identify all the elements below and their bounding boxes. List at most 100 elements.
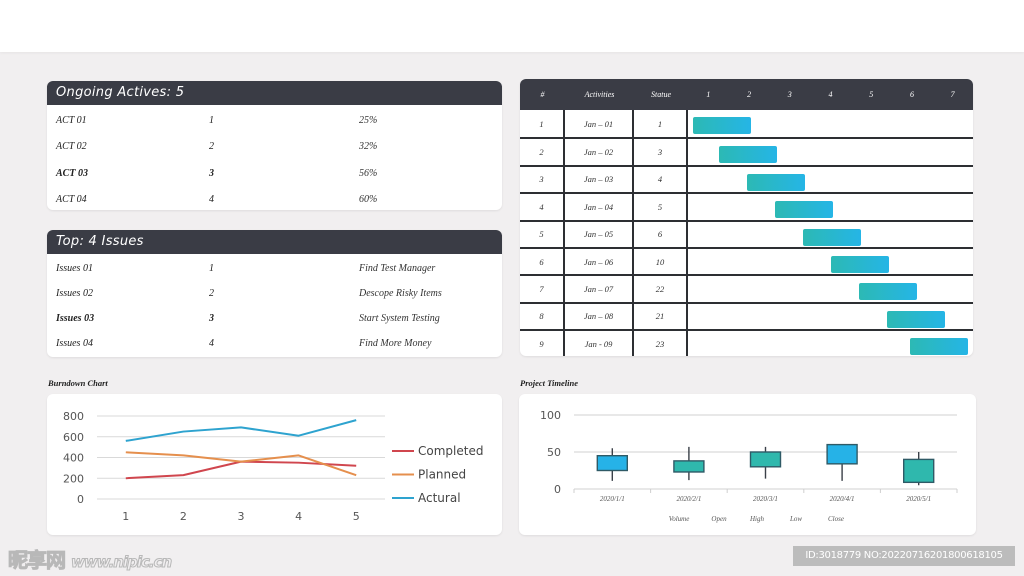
activity-number: 3: [209, 167, 214, 179]
x-tick-label: 2020/3/1: [753, 495, 778, 503]
x-tick-label: 1: [122, 510, 129, 523]
gantt-bar[interactable]: [747, 173, 806, 191]
gantt-row-number: 4: [520, 194, 565, 220]
gantt-day-label: 3: [787, 90, 792, 99]
y-tick-label: 0: [77, 493, 84, 506]
series-line-planned: [125, 451, 357, 477]
issue-name: Issues 04: [56, 338, 93, 349]
list-item: Issues 02 2 Descope Risky Items: [47, 281, 502, 306]
issue-number: 1: [209, 263, 214, 274]
project-timeline-chart: 0 50 100 2020/1/1 2020/2/1 2020/3/1 2020/4/1 20…: [540, 409, 958, 523]
y-tick-label: 100: [540, 409, 561, 422]
issue-number: 2: [209, 288, 214, 299]
gantt-row-activity: Jan – 07: [565, 276, 634, 302]
gantt-bar[interactable]: [859, 283, 918, 301]
legend-label: Volume: [669, 515, 690, 523]
x-tick-label: 4: [295, 510, 302, 523]
gantt-bar[interactable]: [775, 201, 834, 219]
gantt-row-activity: Jan – 06: [565, 248, 634, 275]
gantt-day-label: 1: [706, 90, 711, 99]
gantt-track: [688, 304, 973, 329]
issue-action: Start System Testing: [359, 313, 440, 324]
gantt-row: 3 Jan – 03 4: [520, 164, 973, 193]
gantt-row-number: 6: [520, 248, 565, 275]
gantt-row-number: 9: [520, 331, 565, 356]
candle-body: [596, 455, 629, 472]
legend-label: Actural: [418, 491, 461, 505]
watermark-id: ID:3018779 NO:20220716201800618105: [793, 546, 1015, 566]
project-timeline-title: Project Timeline: [520, 378, 578, 388]
gantt-row-number: 8: [520, 303, 565, 330]
gantt-row-status: 1: [634, 110, 688, 138]
activity-name: ACT 01: [56, 114, 87, 126]
list-item: Issues 04 4 Find More Money: [47, 331, 502, 356]
ongoing-actives-title: Ongoing Actives: 5: [47, 81, 502, 105]
legend-label: Planned: [418, 468, 466, 482]
gantt-bar[interactable]: [718, 146, 778, 164]
watermark-logo: 昵享网 www.nipic.cn: [8, 544, 173, 573]
list-item: Issues 01 1 Find Test Manager: [47, 256, 502, 281]
gantt-day-label: 2: [747, 90, 752, 99]
gantt-row: 4 Jan – 04 5: [520, 192, 973, 220]
y-tick-label: 0: [554, 483, 561, 496]
ongoing-actives-card: Ongoing Actives: 5 ACT 01 1 25% ACT 02 2 32%…: [47, 81, 502, 210]
gantt-header-status: Statue: [651, 90, 671, 99]
gantt-row-status: 5: [634, 194, 688, 220]
gantt-header-activities: Activities: [584, 90, 615, 99]
list-item: ACT 01 1 25%: [47, 107, 502, 134]
y-tick-label: 800: [63, 410, 84, 423]
gantt-body: 1 Jan – 01 1 2 Jan – 02 3 3 Jan – 03 4 4 Jan – 04 5…: [520, 110, 973, 356]
gantt-bar[interactable]: [909, 338, 969, 356]
x-tick-label: 2: [180, 510, 187, 523]
x-tick-label: 3: [238, 510, 245, 523]
gantt-track: [688, 249, 973, 274]
legend-label: High: [749, 515, 765, 523]
gantt-day-label: 7: [950, 90, 955, 99]
legend-label: Completed: [418, 444, 483, 458]
activity-name: ACT 02: [56, 141, 87, 153]
issue-action: Find Test Manager: [359, 263, 436, 274]
series-line-actural: [125, 419, 357, 442]
gantt-bar[interactable]: [887, 310, 946, 328]
activity-percent: 56%: [359, 167, 378, 179]
ongoing-actives-list: ACT 01 1 25% ACT 02 2 32% ACT 03 3 56% ACT 04 4…: [47, 105, 502, 210]
gantt-bar[interactable]: [803, 228, 862, 246]
issue-number: 4: [209, 338, 214, 349]
x-tick-label: 5: [353, 510, 360, 523]
list-item: Issues 03 3 Start System Testing: [47, 306, 502, 331]
gantt-row-activity: Jan – 01: [565, 110, 634, 138]
candle-body: [749, 451, 782, 468]
legend-label: Low: [789, 515, 802, 523]
gantt-row: 5 Jan – 05 6: [520, 219, 973, 247]
activity-percent: 25%: [359, 114, 378, 126]
gantt-track: [688, 167, 973, 192]
gantt-header: # Activities Statue 1 2 3 4 5 6 7: [520, 79, 973, 110]
gantt-day-label: 4: [828, 90, 833, 99]
gantt-row: 2 Jan – 02 3: [520, 137, 973, 165]
activity-name: ACT 04: [56, 194, 87, 206]
gantt-row: 1 Jan – 01 1: [520, 110, 973, 138]
y-tick-label: 50: [547, 446, 561, 459]
gantt-row-number: 3: [520, 166, 565, 193]
gantt-row-number: 7: [520, 276, 565, 302]
gantt-header-number: #: [540, 90, 545, 99]
gantt-row-activity: Jan - 09: [565, 331, 634, 356]
gantt-bar[interactable]: [830, 255, 890, 273]
activity-name: ACT 03: [56, 167, 88, 179]
issue-number: 3: [209, 313, 214, 324]
gantt-track: [688, 110, 973, 137]
top-issues-list: Issues 01 1 Find Test Manager Issues 02 2 De…: [47, 254, 502, 356]
gantt-track: [688, 194, 973, 219]
gantt-row-number: 5: [520, 221, 565, 247]
gantt-row: 7 Jan – 07 22: [520, 274, 973, 302]
gantt-bar[interactable]: [692, 117, 752, 134]
gantt-day-label: 5: [869, 90, 874, 99]
watermark-url: www.nipic.cn: [70, 553, 172, 572]
gantt-row-status: 22: [634, 276, 688, 302]
activity-number: 4: [209, 194, 214, 206]
legend-label: Close: [828, 515, 844, 523]
issue-name: Issues 01: [56, 263, 93, 274]
activity-percent: 32%: [359, 141, 378, 153]
burndown-chart: 0 200 400 600 800 1 2 3 4 5 Completed Planned Actura…: [63, 410, 483, 523]
x-tick-label: 2020/2/1: [676, 495, 701, 503]
